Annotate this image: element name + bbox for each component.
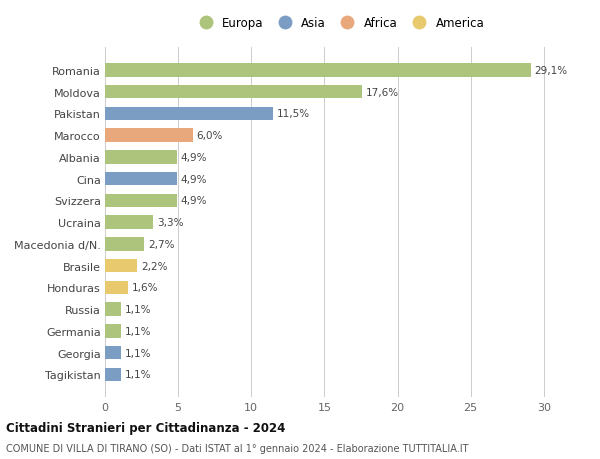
Bar: [105, 302, 121, 316]
Text: 17,6%: 17,6%: [366, 88, 399, 97]
Text: 11,5%: 11,5%: [277, 109, 310, 119]
Text: 4,9%: 4,9%: [181, 152, 207, 162]
Text: 4,9%: 4,9%: [181, 196, 207, 206]
Bar: [105, 107, 273, 121]
Text: 1,1%: 1,1%: [125, 326, 151, 336]
Bar: [105, 194, 176, 207]
Bar: [105, 346, 121, 359]
Bar: [105, 64, 530, 78]
Bar: [105, 281, 128, 294]
Bar: [105, 216, 153, 230]
Bar: [105, 173, 176, 186]
Bar: [105, 368, 121, 381]
Text: 1,1%: 1,1%: [125, 369, 151, 380]
Text: Cittadini Stranieri per Cittadinanza - 2024: Cittadini Stranieri per Cittadinanza - 2…: [6, 421, 286, 434]
Text: 6,0%: 6,0%: [196, 131, 223, 141]
Legend: Europa, Asia, Africa, America: Europa, Asia, Africa, America: [189, 12, 489, 34]
Text: 1,6%: 1,6%: [132, 283, 158, 293]
Bar: [105, 86, 362, 99]
Text: 29,1%: 29,1%: [534, 66, 568, 76]
Bar: [105, 325, 121, 338]
Text: 1,1%: 1,1%: [125, 304, 151, 314]
Text: 2,2%: 2,2%: [141, 261, 167, 271]
Text: 2,7%: 2,7%: [148, 239, 175, 249]
Text: 1,1%: 1,1%: [125, 348, 151, 358]
Text: 4,9%: 4,9%: [181, 174, 207, 184]
Bar: [105, 151, 176, 164]
Text: COMUNE DI VILLA DI TIRANO (SO) - Dati ISTAT al 1° gennaio 2024 - Elaborazione TU: COMUNE DI VILLA DI TIRANO (SO) - Dati IS…: [6, 443, 469, 453]
Bar: [105, 259, 137, 273]
Bar: [105, 238, 145, 251]
Text: 3,3%: 3,3%: [157, 218, 184, 228]
Bar: [105, 129, 193, 143]
